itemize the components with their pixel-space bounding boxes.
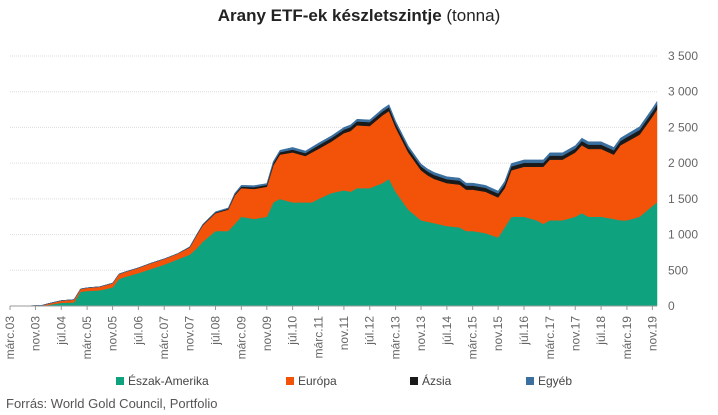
x-tick-label: márc.19 (620, 316, 634, 360)
x-tick-label: nov.07 (183, 316, 197, 351)
y-tick-label: 1 000 (668, 228, 698, 242)
y-tick-label: 2 500 (668, 120, 698, 134)
y-tick-label: 2 000 (668, 156, 698, 170)
source-note: Forrás: World Gold Council, Portfolio (6, 396, 218, 411)
x-tick-label: júl.12 (363, 316, 377, 346)
y-axis-ticks: 0 500 1 000 1 500 2 000 2 500 3 000 3 500 (668, 49, 698, 313)
x-tick-label: júl.14 (440, 316, 454, 346)
x-tick-label: júl.06 (131, 316, 145, 346)
y-tick-label: 3 000 (668, 85, 698, 99)
legend-swatch (286, 377, 294, 385)
x-tick-label: nov.17 (568, 316, 582, 351)
x-tick-label: márc.11 (311, 316, 325, 359)
x-tick-label: márc.07 (157, 316, 171, 360)
x-axis-ticks: márc.03 nov.03 júl.04 márc.05 nov.05 júl.06 má… (3, 306, 659, 359)
chart-title: Arany ETF-ek készletszintje (tonna) (0, 6, 718, 26)
legend-label: Egyéb (538, 374, 572, 388)
series-area-Egyéb (10, 100, 658, 307)
x-tick-label: nov.05 (106, 316, 120, 351)
x-tick-label: nov.13 (414, 316, 428, 351)
y-tick-label: 0 (668, 299, 675, 313)
legend-label: Ázsia (422, 373, 452, 388)
x-tick-label: márc.17 (543, 316, 557, 360)
legend: Észak-Amerika Európa Ázsia Egyéb (116, 373, 572, 388)
legend-label: Észak-Amerika (128, 373, 209, 388)
y-tick-label: 500 (668, 263, 688, 277)
y-tick-label: 3 500 (668, 49, 698, 63)
x-tick-label: márc.05 (80, 316, 94, 360)
x-tick-label: nov.15 (491, 316, 505, 351)
x-tick-label: júl.08 (209, 316, 223, 346)
x-tick-label: márc.15 (466, 316, 480, 360)
chart-title-unit: (tonna) (446, 6, 501, 25)
legend-swatch (116, 377, 124, 385)
x-tick-label: nov.11 (337, 316, 351, 351)
legend-swatch (410, 377, 418, 385)
x-tick-label: júl.18 (594, 316, 608, 346)
x-tick-label: júl.04 (54, 316, 68, 346)
stacked-area-chart: 0 500 1 000 1 500 2 000 2 500 3 000 3 500 márc.… (3, 49, 698, 388)
x-tick-label: márc.03 (3, 316, 17, 360)
legend-label: Európa (298, 374, 337, 388)
x-tick-label: júl.10 (286, 316, 300, 346)
x-tick-label: nov.19 (645, 316, 659, 351)
y-tick-label: 1 500 (668, 192, 698, 206)
x-tick-label: nov.09 (260, 316, 274, 351)
x-tick-label: júl.16 (517, 316, 531, 346)
area-series (10, 100, 658, 307)
x-tick-label: nov.03 (28, 316, 42, 351)
legend-swatch (526, 377, 534, 385)
x-tick-label: márc.09 (234, 316, 248, 360)
chart-title-main: Arany ETF-ek készletszintje (217, 6, 442, 25)
x-tick-label: márc.13 (389, 316, 403, 360)
